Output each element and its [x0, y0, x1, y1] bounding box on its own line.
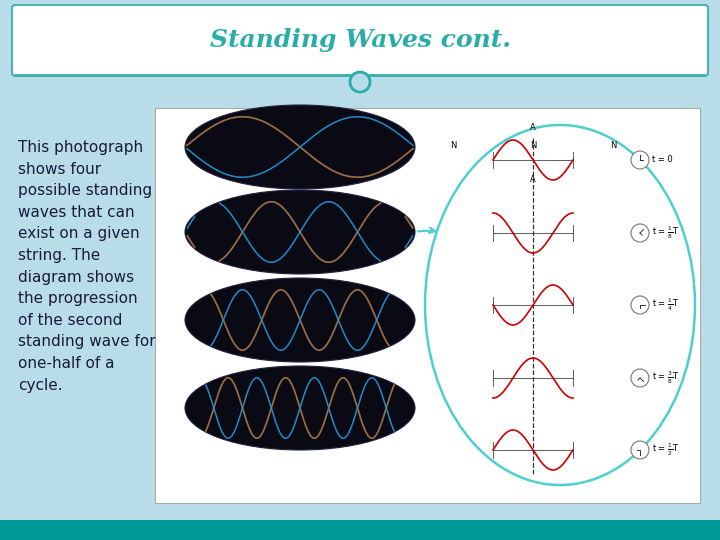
- Circle shape: [631, 224, 649, 242]
- Text: t = $\frac{1}{8}$T: t = $\frac{1}{8}$T: [652, 225, 680, 241]
- Bar: [0, 520, 720, 540]
- Circle shape: [350, 72, 370, 92]
- Circle shape: [631, 296, 649, 314]
- Text: Standing Waves cont.: Standing Waves cont.: [210, 28, 510, 52]
- Circle shape: [631, 369, 649, 387]
- Text: N: N: [610, 140, 616, 150]
- Circle shape: [631, 441, 649, 459]
- Ellipse shape: [185, 190, 415, 274]
- Ellipse shape: [185, 105, 415, 189]
- Text: N: N: [450, 140, 456, 150]
- Text: t = $\frac{3}{8}$T: t = $\frac{3}{8}$T: [652, 370, 680, 386]
- Text: A: A: [530, 175, 536, 184]
- Text: t = $\frac{1}{4}$T: t = $\frac{1}{4}$T: [652, 297, 680, 313]
- Text: t = 0: t = 0: [652, 156, 672, 165]
- Bar: [155, 108, 700, 503]
- Text: N: N: [530, 140, 536, 150]
- Text: A: A: [530, 123, 536, 132]
- Circle shape: [631, 151, 649, 169]
- Ellipse shape: [185, 366, 415, 450]
- Text: This photograph
shows four
possible standing
waves that can
exist on a given
str: This photograph shows four possible stan…: [18, 140, 156, 393]
- Text: t = $\frac{1}{2}$T: t = $\frac{1}{2}$T: [652, 442, 680, 458]
- FancyBboxPatch shape: [12, 5, 708, 76]
- Ellipse shape: [185, 278, 415, 362]
